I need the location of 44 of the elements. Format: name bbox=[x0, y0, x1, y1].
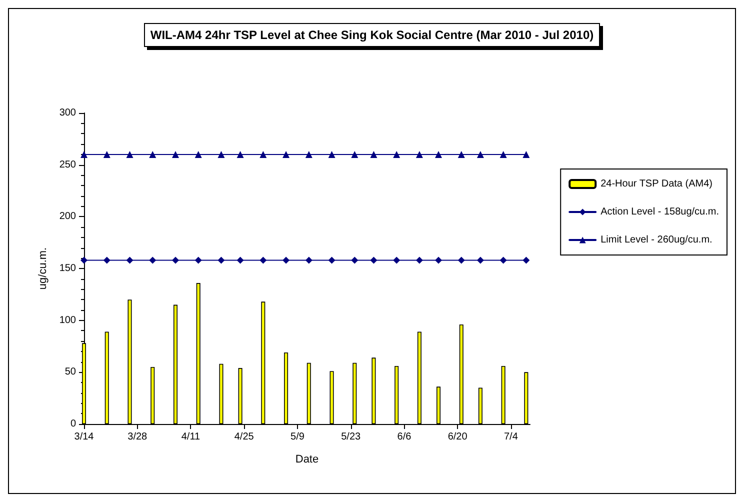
bar bbox=[173, 304, 178, 424]
bar bbox=[478, 388, 482, 424]
bar bbox=[394, 366, 399, 424]
bar bbox=[261, 302, 266, 424]
bar bbox=[524, 372, 528, 424]
y-axis-title: ug/cu.m. bbox=[36, 247, 49, 290]
bar bbox=[219, 364, 224, 424]
bar bbox=[238, 368, 242, 424]
legend-label: 24-Hour TSP Data (AM4) bbox=[600, 178, 713, 190]
y-tick-label: 50 bbox=[64, 366, 76, 378]
x-tick-label: 3/28 bbox=[128, 432, 148, 442]
y-tick-label: 150 bbox=[59, 263, 76, 274]
y-tick-label: 250 bbox=[59, 159, 76, 170]
bar bbox=[196, 283, 200, 424]
x-tick-label: 4/11 bbox=[181, 432, 201, 442]
x-tick-label: 6/6 bbox=[397, 432, 412, 442]
bar bbox=[128, 300, 132, 424]
x-tick-label: 4/25 bbox=[234, 432, 254, 442]
bar bbox=[436, 386, 441, 424]
bar bbox=[417, 332, 422, 424]
y-tick-label: 0 bbox=[70, 418, 76, 430]
legend-label: Action Level - 158ug/cu.m. bbox=[600, 206, 720, 218]
bar bbox=[372, 358, 376, 424]
x-tick-label: 5/23 bbox=[341, 432, 362, 442]
bar bbox=[284, 352, 288, 424]
legend-label: Limit Level - 260ug/cu.m. bbox=[600, 234, 712, 246]
x-tick-label: 6/20 bbox=[448, 432, 468, 442]
x-tick-label: 7/4 bbox=[504, 432, 518, 442]
chart-frame: ug/cu.m. Date 0 50 100 150 200 250 300 3/14 3/28 4/11 4/25 5/9 5/23 6/6 6/20 7/4 24-Hour TSP Data (AM4) Action Level - 158ug/cu.m. Limit Level - 260ug/cu.m. WIL-AM4 24hr TSP Level at Chee Sing Kok Social Centre (Mar 2010 - Jul 2010) bbox=[8, 8, 736, 494]
x-tick-label: 5/9 bbox=[290, 432, 305, 442]
chart-title: WIL-AM4 24hr TSP Level at Chee Sing Kok Social Centre (Mar 2010 - Jul 2010) bbox=[150, 28, 594, 42]
x-axis-title: Date bbox=[295, 454, 319, 466]
bar bbox=[306, 362, 311, 424]
y-tick-label: 200 bbox=[59, 211, 76, 222]
x-tick-label: 3/14 bbox=[74, 432, 94, 442]
y-tick-label: 100 bbox=[59, 314, 76, 326]
bar bbox=[501, 366, 506, 424]
bar bbox=[330, 371, 334, 424]
y-tick-label: 300 bbox=[59, 108, 76, 118]
bar bbox=[104, 332, 109, 424]
bar bbox=[459, 324, 464, 424]
bar bbox=[82, 343, 86, 424]
bar bbox=[352, 362, 357, 424]
bar bbox=[150, 366, 155, 424]
